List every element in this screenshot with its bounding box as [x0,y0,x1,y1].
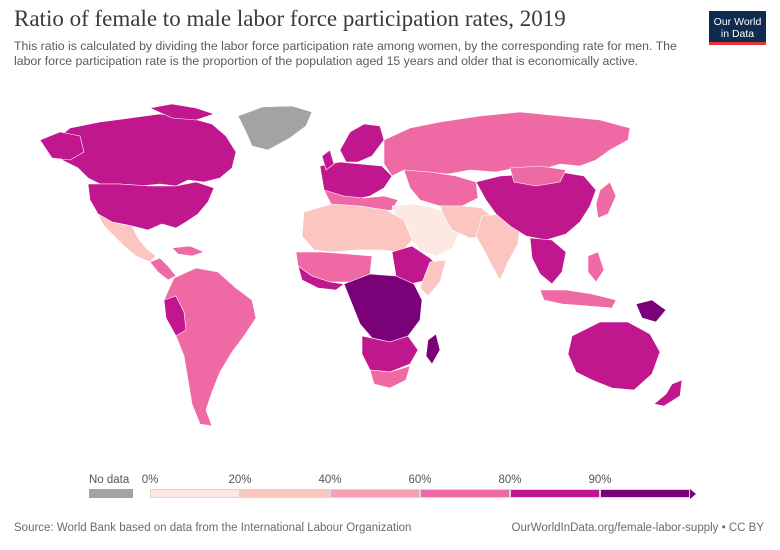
legend-bin-0-20[interactable] [150,489,240,498]
legend-bin-60-80[interactable] [420,489,510,498]
region-somalia[interactable] [419,259,447,297]
region-peru[interactable] [163,295,187,337]
legend-tick-90: 90% [588,474,612,486]
region-greenland[interactable] [237,105,313,151]
license-link[interactable]: OurWorldInData.org/female-labor-supply •… [511,522,764,534]
no-data-swatch[interactable] [89,489,133,498]
region-philippines[interactable] [587,251,605,283]
legend-bin-90-plus[interactable] [600,489,690,498]
legend-tick-60: 60% [408,474,432,486]
region-mongolia[interactable] [509,165,567,187]
region-central-america[interactable] [149,257,177,281]
region-indonesia[interactable] [539,289,617,309]
no-data-label: No data [89,474,130,486]
legend-tick-0: 0% [141,474,159,486]
region-arctic-islands[interactable] [149,103,215,121]
owid-logo[interactable]: Our World in Data [709,11,766,45]
logo-line-1: Our World [713,16,762,28]
chart-subtitle: This ratio is calculated by dividing the… [14,39,677,68]
region-central-africa[interactable] [343,273,423,343]
source-note: Source: World Bank based on data from th… [14,522,412,534]
legend-bin-40-60[interactable] [330,489,420,498]
legend-arrow-icon [690,488,696,499]
region-southern-africa[interactable] [361,335,419,373]
region-south-africa[interactable] [369,365,411,389]
color-legend: No data 0% 20% 40% 60% 80% 90% [0,468,780,508]
region-russia[interactable] [383,111,631,177]
region-central-asia[interactable] [403,169,479,207]
region-south-america[interactable] [163,267,257,427]
region-southeast-asia[interactable] [529,237,567,285]
region-caribbean[interactable] [171,245,205,257]
region-japan[interactable] [595,181,617,219]
region-mexico[interactable] [97,213,157,263]
region-australia[interactable] [567,321,661,391]
region-uk[interactable] [321,149,335,171]
legend-bin-80-90[interactable] [510,489,600,498]
legend-tick-40: 40% [318,474,342,486]
chart-title: Ratio of female to male labor force part… [14,6,566,31]
region-new-zealand[interactable] [653,379,683,407]
region-papua-new-guinea[interactable] [635,299,667,323]
world-map[interactable] [0,95,780,435]
region-canada[interactable] [47,113,237,187]
region-alaska[interactable] [39,131,85,161]
region-guinea-coast[interactable] [297,265,345,291]
legend-tick-80: 80% [498,474,522,486]
legend-bin-20-40[interactable] [240,489,330,498]
logo-line-2: in Data [720,28,755,40]
logo-accent-bar [709,42,766,45]
region-scandinavia[interactable] [339,123,385,163]
legend-tick-20: 20% [228,474,252,486]
region-madagascar[interactable] [425,333,441,365]
